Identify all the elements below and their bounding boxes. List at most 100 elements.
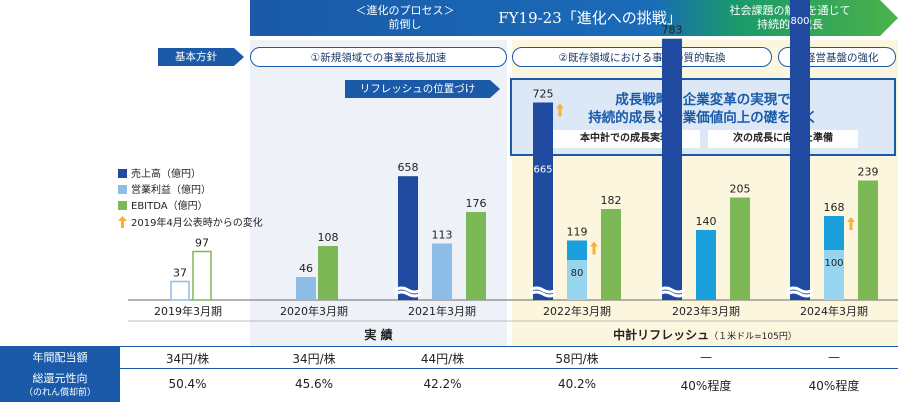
header-banner: [250, 0, 898, 36]
refresh-sub2: 次の成長に向けた準備: [708, 130, 858, 148]
process-line2: 前倒し: [388, 18, 422, 31]
payout-cell: 50.4%: [168, 377, 207, 391]
revenue-previous-label: 665: [533, 165, 552, 176]
up-arrow-icon: [118, 216, 127, 228]
revenue-value-label: 725: [533, 88, 554, 101]
table-top-rule: [0, 346, 898, 347]
main-title: FY19-23「進化への挑戦」: [498, 9, 682, 27]
payout-cell: 42.2%: [423, 377, 462, 391]
ebitda-bar: [192, 250, 212, 301]
category-label: 2023年3月期: [672, 304, 740, 318]
revenue-previous-label: 800: [790, 16, 809, 27]
plan-period-title: 中計リフレッシュ: [613, 328, 710, 342]
revenue-bar: [790, 0, 810, 301]
ebitda-value-label: 239: [858, 166, 879, 179]
legend-op-profit-swatch: [118, 185, 127, 194]
legend-ebitda-label: EBITDA（億円）: [131, 201, 208, 212]
dividend-cell: 58円/株: [555, 352, 599, 366]
process-line1: ＜進化のプロセス＞: [355, 4, 455, 17]
legend-change: 2019年4月公表時からの変化: [118, 216, 263, 230]
ebitda-value-label: 205: [730, 183, 751, 196]
policy-item-2: ②既存領域における事業の質的転換: [512, 47, 772, 67]
op-profit-previous-bar: [567, 260, 587, 300]
ebitda-bar: [858, 180, 878, 300]
op-profit-value-label: 46: [299, 262, 313, 275]
legend-revenue-swatch: [118, 169, 127, 178]
legend-revenue: 売上高（億円）: [118, 168, 201, 182]
op-profit-previous-label: 80: [571, 268, 584, 279]
dividend-row-label: 年間配当額: [0, 347, 120, 368]
revenue-bar: [398, 176, 418, 300]
table-mid-rule: [0, 368, 898, 369]
op-profit-change-arrow: [590, 241, 598, 255]
payout-cell: 45.6%: [294, 377, 334, 391]
op-profit-bar: [296, 277, 316, 300]
op-profit-value-label: 168: [824, 201, 845, 214]
policy-label: 基本方針: [158, 48, 234, 66]
op-profit-bar: [432, 243, 452, 300]
ebitda-value-label: 182: [601, 194, 622, 207]
plan-period-note: （１米ドル=105円）: [709, 332, 797, 342]
ebitda-bar: [466, 212, 486, 300]
actual-period-label: 実 績: [364, 328, 393, 342]
axis-break-mark: [394, 290, 422, 298]
legend-op-profit: 営業利益（億円）: [118, 184, 211, 198]
axis-break-mark: [786, 290, 814, 298]
category-label: 2021年3月期: [408, 304, 476, 318]
axis-break-mark: [658, 290, 686, 298]
payout-cell: 40%程度: [808, 379, 860, 393]
category-label: 2019年3月期: [154, 304, 222, 318]
refresh-label: リフレッシュの位置づけ: [345, 80, 490, 98]
payout-row-label-line1: 総還元性向: [32, 372, 88, 385]
category-label: 2020年3月期: [280, 304, 348, 318]
payout-row-label-line2: （のれん償却前）: [23, 388, 96, 398]
axis-break-mark: [529, 290, 557, 298]
refresh-title-line1: 成長戦略と企業変革の実現で: [615, 92, 791, 108]
payout-row-label: 総還元性向 （のれん償却前）: [0, 369, 120, 402]
op-profit-value-label: 113: [432, 229, 453, 242]
op-profit-value-label: 37: [173, 267, 187, 280]
legend-ebitda: EBITDA（億円）: [118, 200, 208, 214]
revenue-value-label: 783: [662, 24, 683, 37]
op-profit-bar: [170, 280, 190, 301]
legend-op-profit-label: 営業利益（億円）: [131, 185, 211, 196]
op-profit-previous-label: 100: [824, 258, 843, 269]
axis-break-mark: [394, 286, 422, 294]
refresh-title-line2: 持続的成長と企業価値向上の礎を築く: [588, 110, 818, 126]
revenue-value-label: 658: [398, 161, 419, 174]
ebitda-value-label: 108: [318, 231, 339, 244]
ebitda-bar: [730, 197, 750, 300]
op-profit-bar: [696, 230, 716, 300]
payout-cell: 40%程度: [680, 379, 732, 393]
legend-revenue-label: 売上高（億円）: [131, 169, 201, 180]
axis-break-mark: [529, 286, 557, 294]
ebitda-value-label: 176: [466, 197, 487, 210]
plan-period-label: 中計リフレッシュ（１米ドル=105円）: [512, 326, 898, 343]
legend-change-label: 2019年4月公表時からの変化: [131, 218, 263, 229]
op-profit-value-label: 140: [696, 215, 717, 228]
refresh-arrow-icon: [490, 80, 500, 98]
op-profit-previous-bar: [824, 250, 844, 300]
ebitda-bar: [318, 246, 338, 300]
revenue-bar: [662, 38, 682, 300]
dividend-cell: —: [828, 350, 840, 364]
refresh-box: 成長戦略と企業変革の実現で 持続的成長と企業価値向上の礎を築く 本中計での成長実…: [510, 78, 896, 156]
legend-ebitda-swatch: [118, 201, 127, 210]
revenue-bar: [533, 102, 553, 300]
axis-break-mark: [658, 286, 686, 294]
dividend-cell: 44円/株: [420, 352, 465, 366]
dividend-cell: 34円/株: [165, 352, 210, 366]
dividend-cell: 34円/株: [292, 352, 336, 366]
ebitda-value-label: 97: [195, 237, 209, 250]
policy-arrow-icon: [234, 48, 244, 66]
revenue-change-arrow: [556, 103, 564, 117]
axis-break-mark: [786, 286, 814, 294]
category-label: 2024年3月期: [800, 304, 868, 318]
op-profit-value-label: 119: [567, 226, 588, 239]
policy-item-1: ①新規領域での事業成長加速: [250, 47, 507, 67]
payout-cell: 40.2%: [557, 377, 597, 391]
dividend-cell: —: [700, 350, 712, 364]
category-label: 2022年3月期: [543, 304, 611, 318]
op-profit-change-arrow: [847, 217, 855, 230]
